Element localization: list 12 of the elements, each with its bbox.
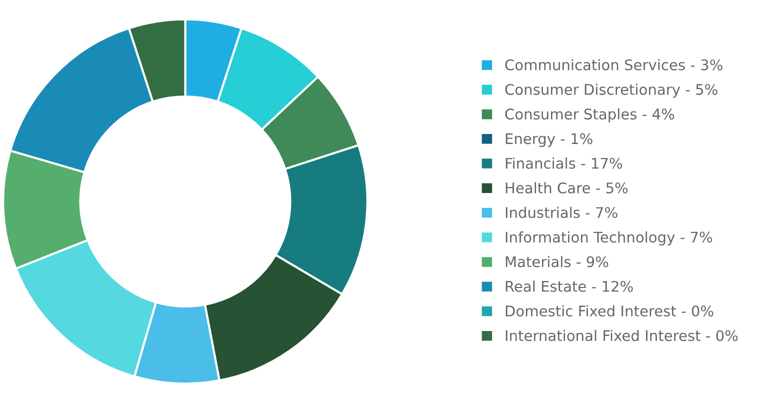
legend-label: Consumer Discretionary - 5% xyxy=(505,84,718,98)
legend-label: Industrials - 7% xyxy=(506,206,618,218)
legend-label: Health Care - 5% xyxy=(506,182,628,194)
legend-label: Real Estate - 12% xyxy=(506,280,633,292)
legend-label: International Fixed Interest - 0% xyxy=(506,330,738,342)
legend-label: Materials - 9% xyxy=(506,256,608,268)
legend-label: Information Technology - 7% xyxy=(506,231,712,246)
legend-label: Energy - 1% xyxy=(506,133,592,148)
legend-label: Financials - 17% xyxy=(506,158,622,169)
legend-label: Communication Services - 3% xyxy=(505,59,722,70)
legend-label: Domestic Fixed Interest - 0% xyxy=(506,305,714,316)
legend-label: Consumer Staples - 4% xyxy=(505,108,674,122)
